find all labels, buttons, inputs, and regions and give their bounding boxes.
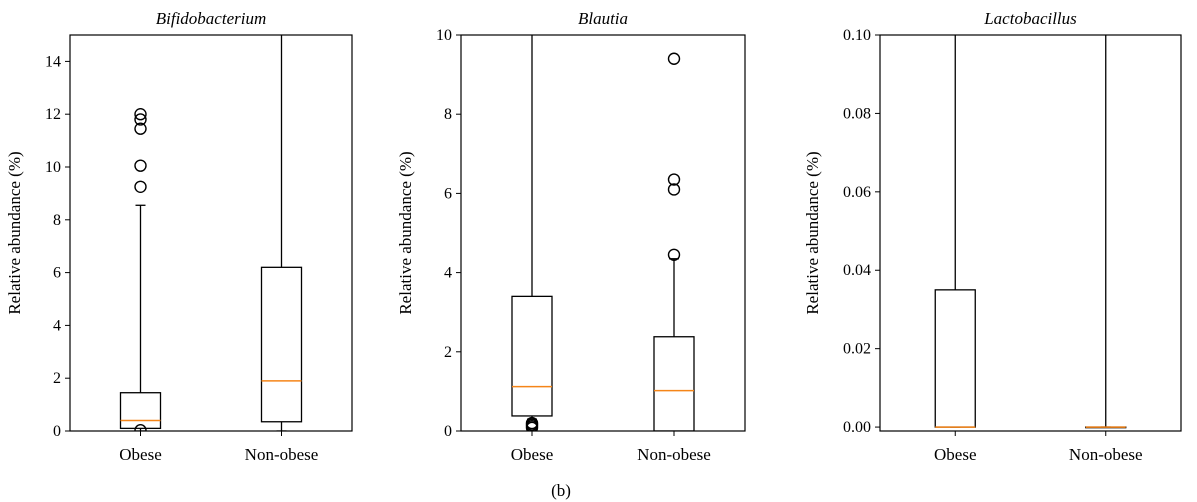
iqr-box (119, 392, 162, 430)
chart-title: Bifidobacterium (156, 9, 266, 28)
y-tick-label: 2 (53, 370, 61, 387)
y-tick-label: 0.10 (843, 27, 871, 44)
chart-panel-2: Blautia Relative abundance (%) 0 2 4 6 8 10 Obes… (396, 9, 746, 464)
iqr-box (260, 266, 303, 423)
y-tick-label: 0.04 (843, 262, 871, 279)
outlier-point (134, 159, 147, 172)
y-tick-label: 6 (53, 265, 61, 282)
box-obese (511, 35, 553, 431)
y-tick-label: 0.08 (843, 105, 871, 122)
outlier-point (667, 52, 681, 65)
y-tick-label: 2 (444, 344, 452, 361)
chart-panel-1: Bifidobacterium Relative abundance (%) 0 2 4… (5, 9, 353, 464)
y-axis-label: Relative abundance (%) (396, 151, 415, 314)
y-tick-label: 4 (53, 317, 61, 334)
box-non-obese (1085, 35, 1127, 429)
y-tick-label: 8 (53, 212, 61, 229)
outlier-point (667, 183, 681, 196)
x-category-label: Obese (934, 445, 976, 464)
y-tick-label: 4 (444, 265, 452, 282)
plot-area (119, 35, 303, 431)
outlier-point (134, 180, 147, 194)
outlier-point (134, 424, 147, 431)
outlier-point (667, 173, 681, 186)
plot-frame (460, 34, 746, 432)
y-tick-label: 10 (436, 27, 452, 44)
y-tick-label: 0.06 (843, 184, 871, 201)
chart-panel-3: Lactobacillus Relative abundance (%) 0.00 0… (803, 9, 1182, 464)
plot-area (511, 35, 695, 431)
outlier-point (134, 113, 147, 126)
outlier-point (525, 416, 539, 430)
x-category-label: Obese (511, 445, 553, 464)
y-tick-label: 0 (53, 423, 61, 440)
x-category-label: Non-obese (245, 445, 319, 464)
chart-title: Lactobacillus (983, 9, 1077, 28)
y-tick-label: 8 (444, 106, 452, 123)
panels: Bifidobacterium Relative abundance (%) 0 2 4… (5, 9, 1182, 464)
figure-caption: (b) (551, 481, 571, 500)
x-category-label: Obese (119, 445, 161, 464)
outlier-point (667, 248, 681, 261)
box-non-obese (653, 52, 695, 431)
plot-frame (879, 34, 1182, 432)
iqr-box (653, 336, 695, 431)
y-tick-label: 6 (444, 185, 452, 202)
plot-frame (69, 34, 353, 432)
box-obese (119, 107, 162, 431)
y-axis-label: Relative abundance (%) (5, 151, 24, 314)
iqr-box (511, 295, 553, 417)
box-non-obese (260, 35, 303, 431)
iqr-box (934, 289, 976, 428)
x-category-label: Non-obese (1069, 445, 1143, 464)
x-category-label: Non-obese (637, 445, 711, 464)
y-axis-label: Relative abundance (%) (803, 151, 822, 314)
y-tick-label: 10 (45, 159, 61, 176)
outlier-point (134, 122, 147, 135)
plot-area (934, 35, 1127, 429)
y-tick-label: 0 (444, 423, 452, 440)
y-tick-label: 12 (45, 106, 61, 123)
chart-title: Blautia (578, 9, 628, 28)
y-tick-label: 0.00 (843, 419, 871, 436)
outlier-point (134, 107, 147, 121)
box-obese (934, 35, 976, 428)
y-tick-label: 0.02 (843, 341, 871, 358)
y-tick-label: 14 (45, 53, 61, 70)
